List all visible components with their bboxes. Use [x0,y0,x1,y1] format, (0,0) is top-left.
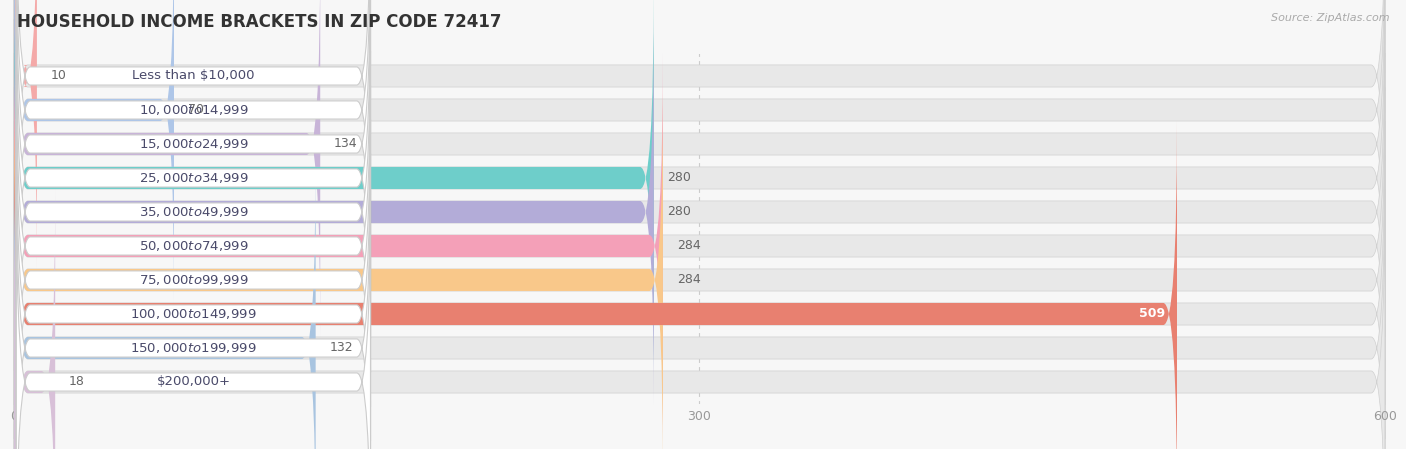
FancyBboxPatch shape [17,0,371,305]
FancyBboxPatch shape [14,189,1385,449]
Text: $10,000 to $14,999: $10,000 to $14,999 [139,103,249,117]
Text: 280: 280 [668,172,692,185]
FancyBboxPatch shape [17,0,371,339]
FancyBboxPatch shape [14,155,1385,449]
FancyBboxPatch shape [14,53,1385,439]
FancyBboxPatch shape [14,0,1385,371]
Text: 284: 284 [676,239,700,252]
Text: 132: 132 [329,342,353,355]
FancyBboxPatch shape [14,0,321,337]
FancyBboxPatch shape [17,85,371,449]
Text: $200,000+: $200,000+ [156,375,231,388]
FancyBboxPatch shape [17,153,371,449]
Text: $50,000 to $74,999: $50,000 to $74,999 [139,239,249,253]
Text: $15,000 to $24,999: $15,000 to $24,999 [139,137,249,151]
Text: $75,000 to $99,999: $75,000 to $99,999 [139,273,249,287]
FancyBboxPatch shape [14,121,1385,449]
FancyBboxPatch shape [14,87,1385,449]
FancyBboxPatch shape [17,119,371,449]
Text: $25,000 to $34,999: $25,000 to $34,999 [139,171,249,185]
Text: 18: 18 [69,375,84,388]
FancyBboxPatch shape [17,17,371,407]
FancyBboxPatch shape [14,0,1385,337]
FancyBboxPatch shape [14,19,654,405]
FancyBboxPatch shape [17,51,371,441]
Text: HOUSEHOLD INCOME BRACKETS IN ZIP CODE 72417: HOUSEHOLD INCOME BRACKETS IN ZIP CODE 72… [17,13,502,31]
FancyBboxPatch shape [14,121,1177,449]
FancyBboxPatch shape [17,0,371,373]
Text: $35,000 to $49,999: $35,000 to $49,999 [139,205,249,219]
Text: 10: 10 [51,70,66,83]
Text: Less than $10,000: Less than $10,000 [132,70,254,83]
FancyBboxPatch shape [14,155,316,449]
FancyBboxPatch shape [14,0,1385,269]
FancyBboxPatch shape [14,0,37,269]
FancyBboxPatch shape [14,189,55,449]
FancyBboxPatch shape [14,0,174,303]
Text: 509: 509 [1139,308,1166,321]
Text: 284: 284 [676,273,700,286]
FancyBboxPatch shape [17,0,371,271]
Text: Source: ZipAtlas.com: Source: ZipAtlas.com [1271,13,1389,23]
Text: 280: 280 [668,206,692,219]
FancyBboxPatch shape [14,0,654,371]
Text: 70: 70 [188,103,204,116]
FancyBboxPatch shape [14,0,1385,303]
Text: $100,000 to $149,999: $100,000 to $149,999 [131,307,257,321]
FancyBboxPatch shape [14,87,664,449]
Text: 134: 134 [335,137,357,150]
Text: $150,000 to $199,999: $150,000 to $199,999 [131,341,257,355]
FancyBboxPatch shape [14,19,1385,405]
FancyBboxPatch shape [14,53,664,439]
FancyBboxPatch shape [17,187,371,449]
